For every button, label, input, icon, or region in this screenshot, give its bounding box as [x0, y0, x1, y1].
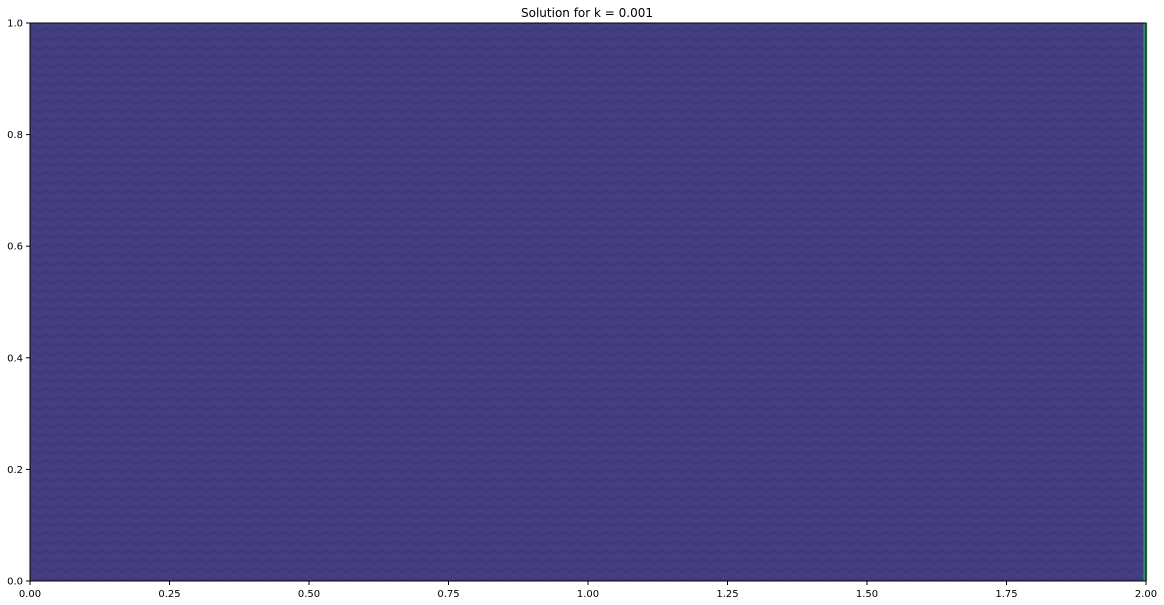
plot-area [29, 22, 1148, 582]
x-tick-label: 0.25 [158, 589, 180, 600]
y-tick-label: 0.0 [7, 577, 23, 588]
x-tick-label: 1.00 [577, 589, 599, 600]
chart-title: Solution for k = 0.001 [521, 6, 653, 20]
y-tick-label: 0.4 [7, 353, 23, 364]
y-tick-label: 0.8 [7, 130, 23, 141]
y-tick-label: 0.2 [7, 465, 23, 476]
x-tick-label: 1.50 [856, 589, 878, 600]
heatmap-field [30, 23, 1146, 581]
x-tick-label: 2.00 [1135, 589, 1157, 600]
x-tick-label: 1.25 [716, 589, 738, 600]
y-tick-label: 1.0 [7, 19, 23, 30]
x-tick-label: 1.75 [995, 589, 1017, 600]
x-axis: 0.00 0.25 0.50 0.75 1.00 1.25 1.50 1.75 2.00 [19, 581, 1157, 600]
y-axis: 0.0 0.2 0.4 0.6 0.8 1.0 [7, 19, 30, 588]
y-tick-label: 0.6 [7, 242, 23, 253]
heatmap-high-value-band [1143, 23, 1148, 581]
x-tick-label: 0.50 [298, 589, 320, 600]
x-tick-label: 0.00 [19, 589, 41, 600]
x-tick-label: 0.75 [437, 589, 459, 600]
